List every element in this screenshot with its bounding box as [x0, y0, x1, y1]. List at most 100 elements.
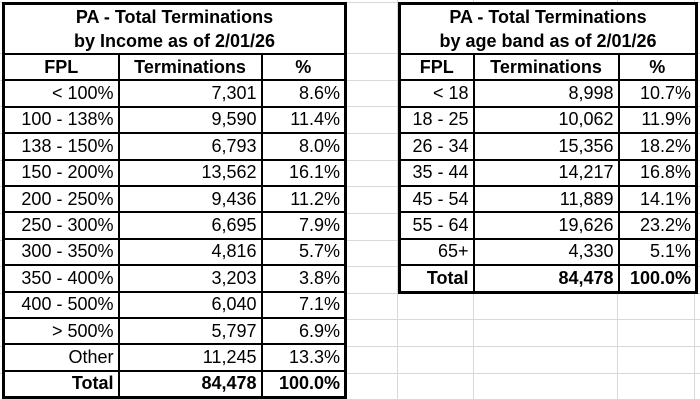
table-title-line1: PA - Total Terminations: [75, 7, 274, 27]
terminations-cell[interactable]: 11,245: [117, 343, 263, 372]
column-header-terminations[interactable]: Terminations: [117, 52, 263, 82]
total-label-cell[interactable]: Total: [398, 264, 475, 294]
terminations-cell[interactable]: 8,998: [472, 79, 620, 108]
percent-cell[interactable]: 16.1%: [260, 158, 347, 187]
income-table-title-cell[interactable]: PA - Total Terminations by Income as of …: [2, 2, 347, 55]
gridline-horizontal: [0, 186, 700, 187]
percent-cell[interactable]: 11.2%: [260, 184, 347, 214]
percent-cell[interactable]: 14.1%: [617, 184, 698, 214]
percent-cell[interactable]: 11.4%: [260, 105, 347, 135]
fpl-cell[interactable]: 35 - 44: [398, 158, 475, 187]
terminations-cell[interactable]: 3,203: [117, 264, 263, 293]
column-header-fpl[interactable]: FPL: [398, 52, 475, 82]
terminations-cell[interactable]: 19,626: [472, 211, 620, 240]
fpl-cell[interactable]: 26 - 34: [398, 132, 475, 161]
ageband-table-title-cell[interactable]: PA - Total Terminations by age band as o…: [398, 2, 698, 55]
gridline-horizontal: [0, 319, 700, 320]
fpl-cell[interactable]: < 100%: [2, 79, 120, 108]
percent-cell[interactable]: 18.2%: [617, 132, 698, 161]
fpl-cell[interactable]: 45 - 54: [398, 184, 475, 214]
fpl-cell[interactable]: 65+: [398, 237, 475, 267]
table-title-line2: by Income as of 2/01/26: [73, 31, 276, 51]
percent-cell[interactable]: 8.6%: [260, 79, 347, 108]
fpl-cell[interactable]: 100 - 138%: [2, 105, 120, 135]
table-row: 250 - 300% 6,695 7.9%: [2, 211, 347, 240]
terminations-cell[interactable]: 15,356: [472, 132, 620, 161]
table-row: PA - Total Terminations by Income as of …: [2, 2, 347, 55]
terminations-cell[interactable]: 4,330: [472, 237, 620, 267]
column-header-fpl[interactable]: FPL: [2, 52, 120, 82]
total-terminations-cell[interactable]: 84,478: [117, 369, 263, 399]
terminations-cell[interactable]: 7,301: [117, 79, 263, 108]
total-terminations-cell[interactable]: 84,478: [472, 264, 620, 294]
column-header-terminations[interactable]: Terminations: [472, 52, 620, 82]
table-row: 26 - 34 15,356 18.2%: [398, 132, 698, 161]
terminations-cell[interactable]: 6,040: [117, 290, 263, 319]
table-row: 45 - 54 11,889 14.1%: [398, 184, 698, 214]
percent-cell[interactable]: 23.2%: [617, 211, 698, 240]
percent-cell[interactable]: 6.9%: [260, 316, 347, 346]
fpl-cell[interactable]: 200 - 250%: [2, 184, 120, 214]
total-percent-cell[interactable]: 100.0%: [260, 369, 347, 399]
terminations-cell[interactable]: 6,695: [117, 211, 263, 240]
percent-cell[interactable]: 13.3%: [260, 343, 347, 372]
fpl-cell[interactable]: 138 - 150%: [2, 132, 120, 161]
percent-cell[interactable]: 5.7%: [260, 237, 347, 267]
fpl-cell[interactable]: > 500%: [2, 316, 120, 346]
gridline-horizontal: [0, 106, 700, 107]
percent-cell[interactable]: 7.9%: [260, 211, 347, 240]
total-label-cell[interactable]: Total: [2, 369, 120, 399]
table-row: > 500% 5,797 6.9%: [2, 316, 347, 346]
gridline-horizontal: [0, 293, 700, 294]
terminations-cell[interactable]: 13,562: [117, 158, 263, 187]
terminations-cell[interactable]: 6,793: [117, 132, 263, 161]
table-row: < 100% 7,301 8.6%: [2, 79, 347, 108]
terminations-cell[interactable]: 5,797: [117, 316, 263, 346]
percent-cell[interactable]: 5.1%: [617, 237, 698, 267]
table-title-line2: by age band as of 2/01/26: [439, 31, 657, 51]
gridline-vertical: [397, 0, 398, 400]
fpl-cell[interactable]: 250 - 300%: [2, 211, 120, 240]
table-row: < 18 8,998 10.7%: [398, 79, 698, 108]
fpl-cell[interactable]: Other: [2, 343, 120, 372]
table-row: PA - Total Terminations by age band as o…: [398, 2, 698, 55]
gridline-horizontal: [0, 373, 700, 374]
percent-cell[interactable]: 3.8%: [260, 264, 347, 293]
table-row: 150 - 200% 13,562 16.1%: [2, 158, 347, 187]
fpl-cell[interactable]: 400 - 500%: [2, 290, 120, 319]
gridline-horizontal: [0, 240, 700, 241]
terminations-cell[interactable]: 11,889: [472, 184, 620, 214]
table-total-row: Total 84,478 100.0%: [2, 369, 347, 399]
gridline-horizontal: [0, 80, 700, 81]
table-row: 55 - 64 19,626 23.2%: [398, 211, 698, 240]
column-header-percent[interactable]: %: [260, 52, 347, 82]
fpl-cell[interactable]: 300 - 350%: [2, 237, 120, 267]
fpl-cell[interactable]: < 18: [398, 79, 475, 108]
percent-cell[interactable]: 16.8%: [617, 158, 698, 187]
fpl-cell[interactable]: 350 - 400%: [2, 264, 120, 293]
table-row: 200 - 250% 9,436 11.2%: [2, 184, 347, 214]
column-header-percent[interactable]: %: [617, 52, 698, 82]
terminations-cell[interactable]: 4,816: [117, 237, 263, 267]
table-header-row: FPL Terminations %: [398, 52, 698, 82]
terminations-cell[interactable]: 9,436: [117, 184, 263, 214]
table-row: 35 - 44 14,217 16.8%: [398, 158, 698, 187]
percent-cell[interactable]: 11.9%: [617, 105, 698, 135]
terminations-cell[interactable]: 10,062: [472, 105, 620, 135]
total-percent-cell[interactable]: 100.0%: [617, 264, 698, 294]
table-row: 100 - 138% 9,590 11.4%: [2, 105, 347, 135]
ageband-terminations-table: PA - Total Terminations by age band as o…: [398, 2, 699, 294]
fpl-cell[interactable]: 55 - 64: [398, 211, 475, 240]
percent-cell[interactable]: 7.1%: [260, 290, 347, 319]
fpl-cell[interactable]: 150 - 200%: [2, 158, 120, 187]
terminations-cell[interactable]: 9,590: [117, 105, 263, 135]
table-title-line1: PA - Total Terminations: [449, 7, 647, 27]
table-total-row: Total 84,478 100.0%: [398, 264, 698, 294]
table-row: 18 - 25 10,062 11.9%: [398, 105, 698, 135]
fpl-cell[interactable]: 18 - 25: [398, 105, 475, 135]
table-row: Other 11,245 13.3%: [2, 343, 347, 372]
percent-cell[interactable]: 8.0%: [260, 132, 347, 161]
terminations-cell[interactable]: 14,217: [472, 158, 620, 187]
percent-cell[interactable]: 10.7%: [617, 79, 698, 108]
gridline-horizontal: [0, 346, 700, 347]
